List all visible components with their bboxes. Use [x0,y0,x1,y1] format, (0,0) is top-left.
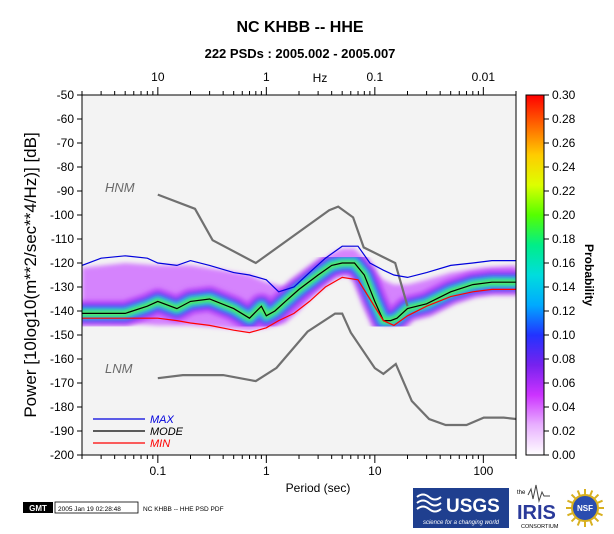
colorbar-tick-label: 0.08 [552,352,576,366]
hnm-label: HNM [105,180,135,195]
iris-sub: CONSORTIUM [521,524,559,530]
colorbar [525,94,545,456]
top-tick-label: 1 [263,70,270,84]
y-axis-label: Power [10log10(m**2/sec**4/Hz)] [dB] [21,132,40,417]
legend: MAX MODE MIN [93,414,184,450]
y-tick-label: -50 [57,88,75,102]
y-tick-label: -130 [50,280,74,294]
colorbar-tick-label: 0.28 [552,112,576,126]
colorbar-tick-label: 0.18 [552,232,576,246]
nsf-ray [567,499,574,504]
chart-title: NC KHBB -- HHE [236,19,363,36]
reference-models [157,193,516,427]
legend-mode-label: MODE [150,426,184,438]
lnm-curve [157,312,516,427]
nsf-ray [596,499,603,504]
legend-min-label: MIN [150,438,170,450]
nsf-ray [576,519,581,526]
y-tick-label: -100 [50,208,74,222]
footer-caption: NC KHBB -- HHE PSD PDF [143,506,224,513]
top-tick-label: 0.01 [472,70,496,84]
nsf-wordmark: NSF [577,504,593,513]
y-tick-label: -150 [50,328,74,342]
y-tick-label: -160 [50,352,74,366]
x-tick-label: 1 [263,464,270,478]
nsf-logo: NSF [566,489,604,527]
iris-logo: the IRIS CONSORTIUM [517,484,559,530]
nsf-ray [589,490,594,497]
y-tick-label: -140 [50,304,74,318]
nsf-ray [567,512,574,517]
top-tick-label: 0.1 [366,70,383,84]
mode-line [82,262,516,322]
x-tick-label: 0.1 [149,464,166,478]
colorbar-tick-label: 0.20 [552,208,576,222]
colorbar-tick-label: 0.26 [552,136,576,150]
colorbar-tick-label: 0.06 [552,376,576,390]
colorbar-tick-label: 0.16 [552,256,576,270]
hnm-curve [157,193,409,307]
chart-subtitle: 222 PSDs : 2005.002 - 2005.007 [205,46,396,61]
y-tick-label: -70 [57,136,75,150]
lnm-label: LNM [105,361,133,376]
colorbar-tick-label: 0.02 [552,424,576,438]
y-tick-label: -110 [51,232,74,246]
x-axis-label: Period (sec) [286,481,351,495]
top-axis-label: Hz [313,71,328,85]
timestamp: 2005 Jan 19 02:28:48 [58,506,121,513]
y-tick-label: -170 [50,376,74,390]
iris-wordmark: IRIS [517,502,556,524]
legend-max-label: MAX [150,414,175,426]
y-tick-label: -190 [50,424,74,438]
colorbar-tick-label: 0.14 [552,280,576,294]
colorbar-ticks: 0.00 0.02 0.04 0.06 0.08 0.10 0.12 0.14 0.16 0.18… [544,88,576,462]
gmt-badge-text: GMT [29,504,47,513]
colorbar-tick-label: 0.30 [552,88,576,102]
colorbar-tick-label: 0.22 [552,184,576,198]
y-tick-label: -80 [57,160,75,174]
nsf-ray [589,519,594,526]
y-tick-label: -180 [50,400,74,414]
colorbar-label: Probability [582,244,596,306]
min-line [82,276,516,334]
colorbar-tick-label: 0.24 [552,160,576,174]
timestamp-box [54,501,139,514]
x-tick-label: 10 [368,464,382,478]
nsf-ray [596,512,603,517]
usgs-logo: USGS science for a changing world [413,488,509,528]
x-tick-label: 100 [473,464,493,478]
iris-pre: the [517,490,526,496]
colorbar-tick-label: 0.12 [552,304,576,318]
nsf-ray [576,490,581,497]
gmt-badge [23,502,53,513]
max-line [82,245,516,293]
colorbar-tick-label: 0.04 [552,400,576,414]
y-tick-label: -120 [50,256,74,270]
y-tick-label: -60 [57,112,75,126]
colorbar-tick-label: 0.00 [552,448,576,462]
colorbar-tick-label: 0.10 [552,328,576,342]
usgs-tagline: science for a changing world [423,520,500,526]
x-axis: 0.1 1 10 100 [81,87,517,478]
y-axis: -50 -60 -70 -80 -90 -100 -110 -120 -130 -140 -150 -… [50,88,82,462]
usgs-wordmark: USGS [446,496,500,517]
top-tick-label: 10 [151,70,165,84]
y-tick-label: -90 [57,184,75,198]
top-axis: 10 1 0.1 0.01 [151,70,495,84]
statistics-lines [82,245,516,334]
y-tick-label: -200 [50,448,74,462]
